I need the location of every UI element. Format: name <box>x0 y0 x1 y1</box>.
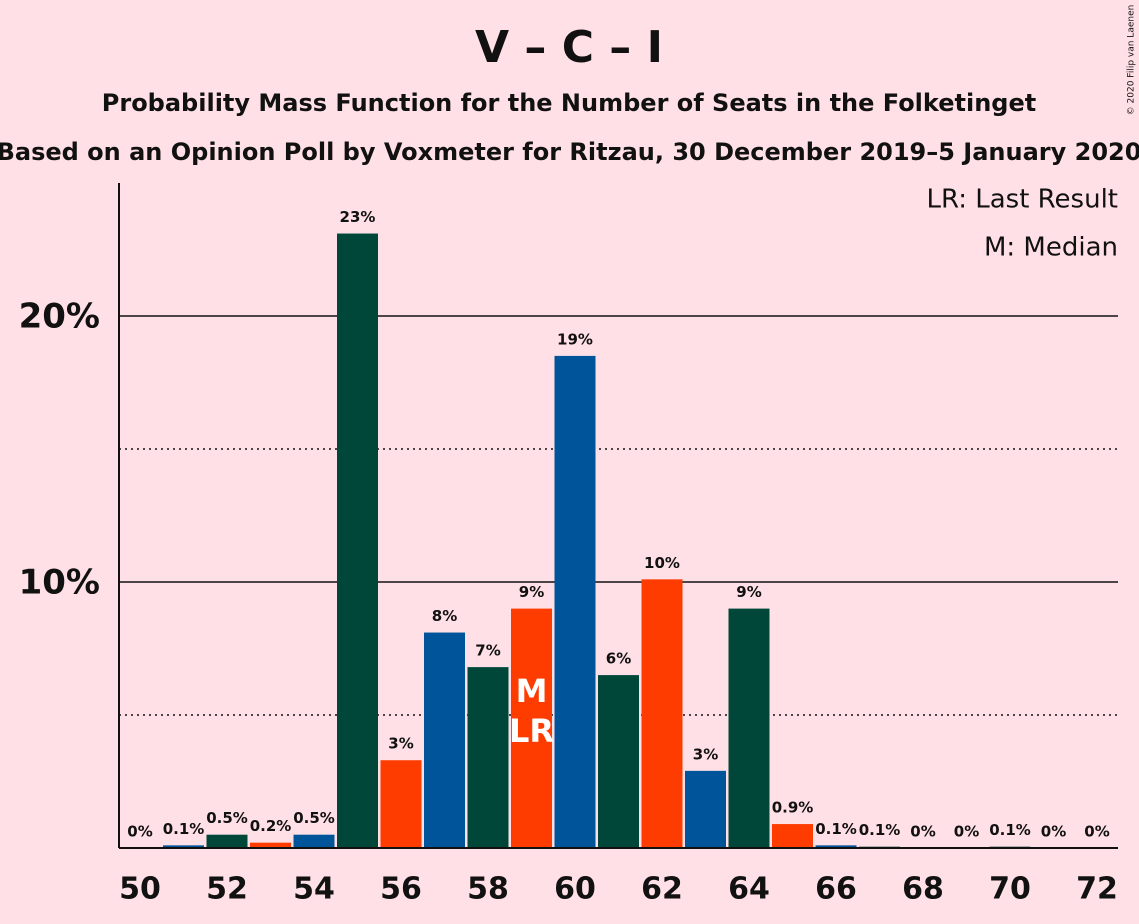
bar <box>598 675 639 848</box>
value-label: 0% <box>127 823 152 841</box>
bar <box>641 579 683 848</box>
value-label: 8% <box>432 607 457 625</box>
x-tick-label: 58 <box>467 872 509 907</box>
value-label: 0% <box>910 823 935 841</box>
legend-entry: M: Median <box>984 233 1118 263</box>
bar <box>815 845 857 848</box>
chart-title: V – C – I <box>475 22 663 73</box>
bar <box>337 233 378 849</box>
bar <box>554 355 596 848</box>
value-label: 9% <box>736 583 761 601</box>
bar <box>424 632 465 848</box>
annotation: LR <box>509 712 554 750</box>
value-label: 19% <box>557 330 593 348</box>
x-tick-label: 56 <box>380 872 422 907</box>
bar <box>293 834 335 848</box>
bar <box>467 667 509 848</box>
value-label: 0% <box>954 823 979 841</box>
value-label: 10% <box>644 554 680 572</box>
value-label: 7% <box>475 642 500 660</box>
x-tick-label: 66 <box>815 872 857 907</box>
x-tick-label: 62 <box>641 872 683 907</box>
value-label: 0% <box>1084 823 1109 841</box>
copyright: © 2020 Filip van Laenen <box>1127 5 1137 116</box>
value-label: 0.1% <box>163 820 205 838</box>
x-tick-label: 54 <box>293 872 335 907</box>
x-tick-label: 68 <box>902 872 944 907</box>
value-label: 0% <box>1041 823 1066 841</box>
x-tick-label: 64 <box>728 872 770 907</box>
value-label: 23% <box>340 208 376 226</box>
value-label: 0.5% <box>206 809 248 827</box>
value-label: 0.2% <box>250 817 292 835</box>
bar <box>685 770 726 848</box>
x-tick-label: 52 <box>206 872 248 907</box>
bar <box>511 608 552 848</box>
chart-subtitle: Based on an Opinion Poll by Voxmeter for… <box>0 138 1139 166</box>
bar <box>772 824 813 848</box>
legend-entry: LR: Last Result <box>926 185 1118 215</box>
x-tick-label: 50 <box>119 872 161 907</box>
x-tick-label: 60 <box>554 872 596 907</box>
annotation: M <box>516 672 548 710</box>
value-label: 0.1% <box>815 820 857 838</box>
value-label: 0.1% <box>859 821 901 839</box>
x-tick-label: 70 <box>989 872 1031 907</box>
value-label: 0.1% <box>989 821 1031 839</box>
y-tick-label: 10% <box>19 563 100 603</box>
bar <box>728 608 770 848</box>
bar <box>250 842 291 848</box>
value-label: 3% <box>693 745 718 763</box>
y-tick-label: 20% <box>19 297 100 337</box>
chart-subtitle: Probability Mass Function for the Number… <box>102 89 1036 117</box>
value-label: 0.5% <box>293 809 335 827</box>
value-label: 3% <box>388 735 413 753</box>
bar <box>163 845 204 848</box>
bar <box>380 760 422 848</box>
value-label: 9% <box>519 583 544 601</box>
bar <box>206 834 248 848</box>
x-tick-label: 72 <box>1076 872 1118 907</box>
value-label: 6% <box>606 650 631 668</box>
value-label: 0.9% <box>772 799 814 817</box>
